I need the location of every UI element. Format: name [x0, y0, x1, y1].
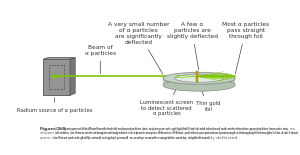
Text: A very small number
of α particles
are significantly
deflected: A very small number of α particles are s…	[108, 22, 170, 74]
FancyBboxPatch shape	[43, 59, 70, 95]
Text: Geiger and Rutherford fired α particles at a piece of gold foil and detected whe: Geiger and Rutherford fired α particles …	[55, 127, 298, 140]
Ellipse shape	[175, 74, 224, 82]
Ellipse shape	[163, 72, 235, 84]
Text: Beam of
α particles: Beam of α particles	[85, 45, 116, 74]
Text: A few α
particles are
slightly deflected: A few α particles are slightly deflected	[167, 22, 218, 70]
Text: Thin gold
foil: Thin gold foil	[196, 85, 220, 112]
Polygon shape	[175, 78, 224, 84]
Text: Figure 2.9: Figure 2.9	[40, 127, 65, 131]
Polygon shape	[70, 58, 75, 95]
Polygon shape	[163, 78, 235, 91]
FancyBboxPatch shape	[196, 71, 198, 82]
Text: Radium source of α particles: Radium source of α particles	[17, 98, 92, 113]
Polygon shape	[43, 58, 75, 59]
Ellipse shape	[163, 79, 235, 91]
Text: Luminescent screen
to detect scattered
α particles: Luminescent screen to detect scattered α…	[140, 84, 193, 116]
Text: Figure 2.9 Geiger and Rutherford fired α particles at a piece of gold foil and d: Figure 2.9 Geiger and Rutherford fired α…	[40, 127, 297, 140]
Text: Most α particles
pass straight
through foil: Most α particles pass straight through f…	[222, 22, 269, 74]
Circle shape	[52, 75, 57, 78]
